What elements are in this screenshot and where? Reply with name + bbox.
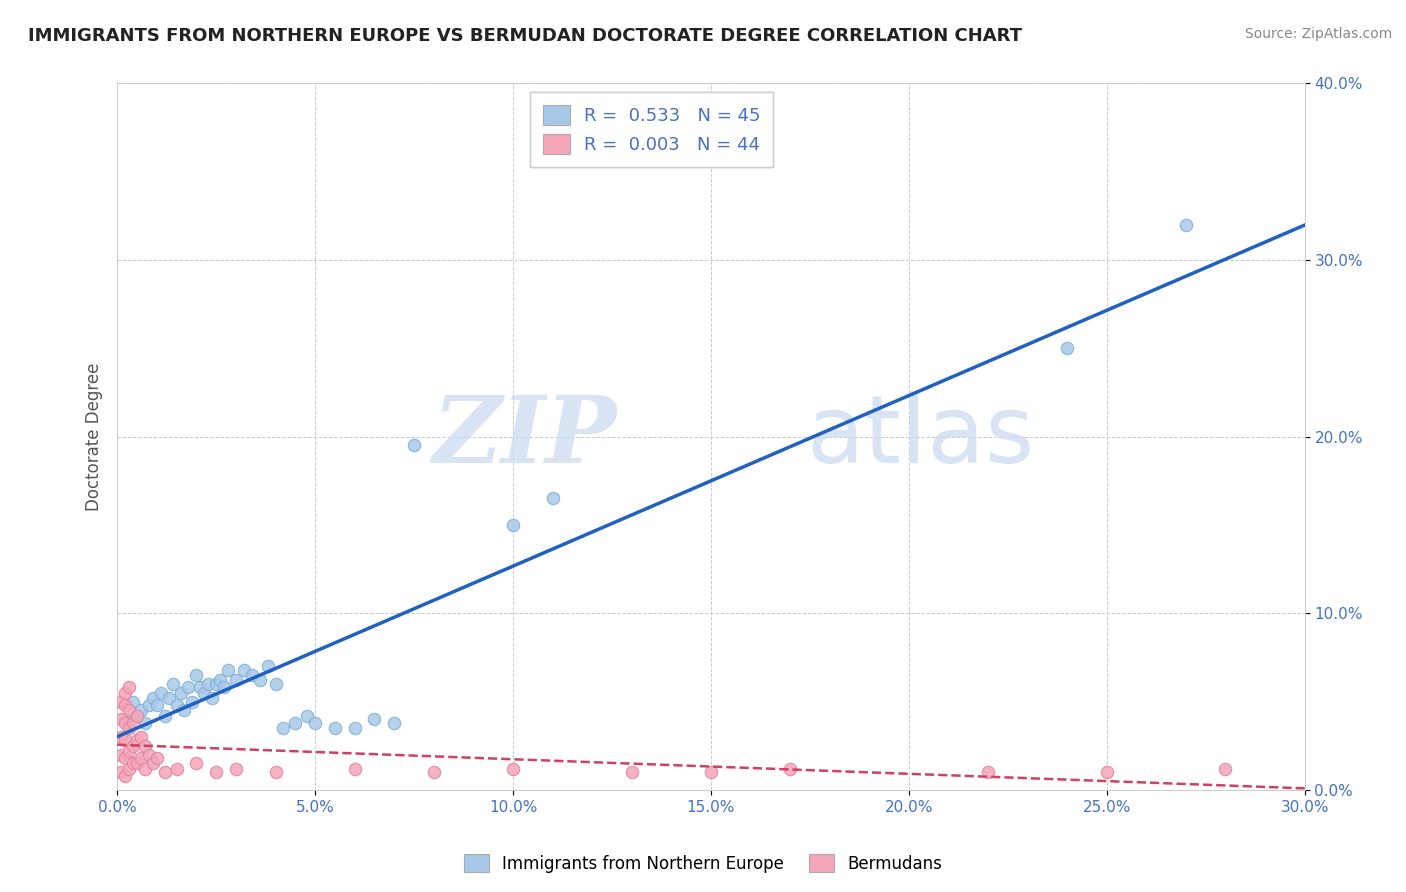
Point: [129, 730, 152, 744]
Point: [153, 708, 176, 723]
Point: [125, 756, 148, 771]
Point: [284, 715, 307, 730]
Point: [110, 712, 132, 726]
Text: ZIP: ZIP: [432, 392, 616, 482]
Point: [541, 491, 564, 506]
Point: [232, 663, 254, 677]
Point: [256, 659, 278, 673]
Point: [502, 517, 524, 532]
Point: [114, 769, 136, 783]
Point: [363, 712, 385, 726]
Y-axis label: Doctorate Degree: Doctorate Degree: [86, 362, 103, 511]
Point: [134, 739, 156, 753]
Point: [142, 756, 165, 771]
Point: [295, 708, 318, 723]
Point: [138, 698, 160, 712]
Point: [125, 708, 148, 723]
Point: [118, 681, 141, 695]
Point: [125, 708, 148, 723]
Point: [114, 715, 136, 730]
Point: [205, 677, 228, 691]
Point: [110, 765, 132, 780]
Point: [181, 694, 204, 708]
Point: [225, 762, 247, 776]
Point: [240, 668, 263, 682]
Point: [114, 698, 136, 712]
Point: [110, 730, 132, 744]
Point: [114, 733, 136, 747]
Point: [122, 756, 145, 771]
Point: [225, 673, 247, 688]
Point: [423, 765, 446, 780]
Point: [217, 663, 239, 677]
Point: [700, 765, 723, 780]
Point: [977, 765, 1000, 780]
Point: [118, 762, 141, 776]
Point: [779, 762, 801, 776]
Point: [620, 765, 643, 780]
Point: [114, 686, 136, 700]
Point: [129, 751, 152, 765]
Legend: R =  0.533   N = 45, R =  0.003   N = 44: R = 0.533 N = 45, R = 0.003 N = 44: [530, 93, 773, 167]
Point: [1056, 342, 1078, 356]
Point: [122, 694, 145, 708]
Point: [138, 747, 160, 762]
Point: [157, 691, 180, 706]
Point: [273, 721, 295, 735]
Point: [166, 698, 188, 712]
Point: [118, 744, 141, 758]
Point: [502, 762, 524, 776]
Point: [129, 703, 152, 717]
Point: [125, 733, 148, 747]
Point: [304, 715, 326, 730]
Point: [149, 686, 172, 700]
Point: [118, 721, 141, 735]
Point: [146, 698, 169, 712]
Point: [146, 751, 169, 765]
Point: [114, 712, 136, 726]
Point: [382, 715, 405, 730]
Point: [186, 756, 208, 771]
Point: [110, 694, 132, 708]
Point: [118, 703, 141, 717]
Text: IMMIGRANTS FROM NORTHERN EUROPE VS BERMUDAN DOCTORATE DEGREE CORRELATION CHART: IMMIGRANTS FROM NORTHERN EUROPE VS BERMU…: [28, 27, 1022, 45]
Point: [186, 668, 208, 682]
Point: [173, 703, 195, 717]
Point: [166, 762, 188, 776]
Point: [343, 762, 366, 776]
Legend: Immigrants from Northern Europe, Bermudans: Immigrants from Northern Europe, Bermuda…: [457, 847, 949, 880]
Point: [264, 765, 287, 780]
Point: [153, 765, 176, 780]
Point: [162, 677, 184, 691]
Point: [1215, 762, 1237, 776]
Point: [249, 673, 271, 688]
Point: [197, 677, 219, 691]
Text: Source: ZipAtlas.com: Source: ZipAtlas.com: [1244, 27, 1392, 41]
Point: [193, 686, 215, 700]
Point: [323, 721, 346, 735]
Point: [1174, 218, 1197, 232]
Point: [142, 691, 165, 706]
Point: [122, 715, 145, 730]
Point: [201, 691, 224, 706]
Point: [169, 686, 191, 700]
Point: [1095, 765, 1118, 780]
Point: [110, 747, 132, 762]
Point: [177, 681, 200, 695]
Point: [205, 765, 228, 780]
Point: [114, 751, 136, 765]
Point: [134, 715, 156, 730]
Point: [209, 673, 232, 688]
Point: [188, 681, 211, 695]
Point: [264, 677, 287, 691]
Text: atlas: atlas: [806, 391, 1035, 483]
Point: [343, 721, 366, 735]
Point: [402, 438, 425, 452]
Point: [134, 762, 156, 776]
Point: [122, 739, 145, 753]
Point: [212, 681, 235, 695]
